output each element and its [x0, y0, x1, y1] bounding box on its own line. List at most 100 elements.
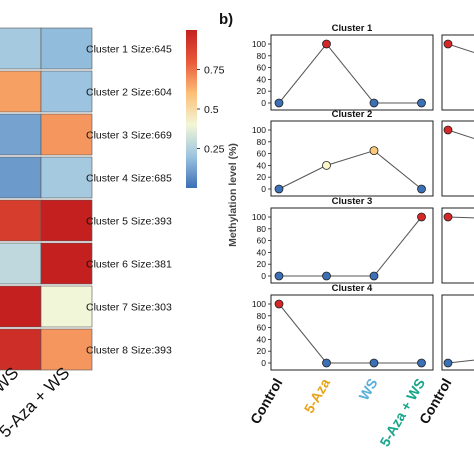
y-tick-label: 100: [252, 212, 266, 222]
data-point: [274, 98, 284, 108]
series-line-partial: [447, 43, 474, 54]
y-tick-label: 80: [257, 224, 267, 234]
y-axis-label: Methylation level (%): [227, 143, 239, 247]
x-category-label: Control: [247, 376, 286, 427]
heatmap-panel: Cluster 1 Size:645 Cluster 2 Size:604 Clus…: [0, 27, 172, 441]
plot-frame-partial: [441, 120, 474, 197]
heatmap-cell: [40, 156, 93, 199]
series-line-partial: [447, 129, 474, 140]
data-point: [417, 184, 426, 194]
heatmap-row-label: Cluster 3 Size:669: [86, 130, 172, 142]
plot-frame: [270, 34, 434, 111]
heatmap-row-label: Cluster 7 Size:303: [86, 302, 172, 314]
y-tick-label: 80: [257, 311, 267, 321]
y-tick-label: 100: [252, 299, 266, 309]
series-line-partial: [447, 359, 474, 364]
heatmap-cell: [40, 27, 93, 70]
y-tick-label: 20: [257, 172, 267, 182]
data-point-partial: [443, 212, 453, 222]
colorbar-tick-label: 0.75: [204, 65, 225, 77]
heatmap-cell: [40, 328, 93, 371]
data-point: [369, 146, 379, 156]
plot-frame-partial: [441, 34, 474, 111]
panel-title: Cluster 3: [332, 196, 373, 207]
y-tick-label: 40: [257, 74, 267, 84]
panel-label-b: b): [219, 11, 233, 28]
data-point: [369, 358, 379, 368]
series-line: [279, 216, 422, 277]
heatmap-cell: [40, 285, 93, 328]
data-point: [274, 299, 284, 309]
heatmap-row-label: Cluster 6 Size:381: [86, 259, 172, 271]
heatmap-row-label: Cluster 4 Size:685: [86, 173, 172, 185]
data-point: [274, 184, 284, 194]
y-tick-label: 0: [261, 184, 266, 194]
heatmap-cell: [40, 242, 93, 285]
data-point: [322, 358, 331, 368]
heatmap-row-label: Cluster 5 Size:393: [86, 216, 172, 228]
plot-frame: [270, 294, 434, 371]
y-tick-label: 0: [261, 358, 266, 368]
series-line: [278, 303, 422, 364]
series-line: [278, 43, 422, 104]
heatmap-row-label: Cluster 1 Size:645: [86, 44, 172, 56]
y-tick-label: 60: [257, 63, 267, 73]
colorbar: 0.75 0.5 0.25: [186, 30, 225, 188]
data-point: [417, 358, 426, 368]
y-tick-label: 20: [257, 86, 267, 96]
y-tick-label: 80: [257, 137, 267, 147]
data-point: [274, 271, 284, 281]
y-tick-label: 40: [257, 247, 267, 257]
heatmap-row-label: Cluster 8 Size:393: [86, 345, 172, 357]
series-line: [278, 150, 422, 190]
y-tick-label: 60: [257, 149, 267, 159]
x-category-label: WS: [355, 376, 380, 404]
data-point-partial: [443, 358, 453, 368]
data-point: [322, 39, 331, 49]
heatmap-cell: [0, 242, 42, 285]
heatmap-cell: [0, 328, 42, 371]
heatmap-cell: [0, 285, 42, 328]
plot-frame: [270, 207, 434, 284]
y-tick-label: 100: [252, 125, 266, 135]
colorbar-tick-label: 0.5: [204, 104, 219, 116]
y-tick-label: 60: [257, 323, 267, 333]
plot-frame: [270, 120, 434, 197]
heatmap-cell: [0, 156, 42, 199]
plot-frame-partial: [441, 294, 474, 371]
y-tick-label: 20: [257, 346, 267, 356]
panel-title: Cluster 2: [332, 109, 373, 120]
x-category-label: 5-Aza: [301, 375, 334, 416]
y-tick-label: 0: [261, 98, 266, 108]
data-point: [417, 212, 426, 222]
heatmap-cell: [40, 113, 93, 156]
data-point: [417, 98, 426, 108]
heatmap-cell: [40, 199, 93, 242]
panel-title: Cluster 4: [332, 283, 373, 294]
y-tick-label: 20: [257, 259, 267, 269]
y-tick-label: 40: [257, 334, 267, 344]
series-line-partial: [447, 216, 474, 219]
heatmap-row-label: Cluster 2 Size:604: [86, 87, 172, 99]
y-tick-label: 40: [257, 160, 267, 170]
data-point-partial: [443, 125, 453, 135]
y-tick-label: 0: [261, 271, 266, 281]
heatmap-cell: [0, 199, 42, 242]
data-point: [369, 271, 379, 281]
heatmap-cell: [40, 70, 93, 113]
colorbar-tick-label: 0.25: [204, 144, 225, 156]
data-point: [369, 98, 379, 108]
heatmap-cell: [0, 113, 42, 156]
data-point-partial: [443, 39, 453, 49]
panel-title: Cluster 1: [332, 23, 373, 34]
y-tick-label: 60: [257, 236, 267, 246]
y-tick-label: 80: [257, 51, 267, 61]
y-tick-label: 100: [252, 39, 266, 49]
colorbar-gradient: [186, 30, 197, 188]
heatmap-cell: [0, 70, 42, 113]
plot-frame-partial: [441, 207, 474, 284]
data-point: [322, 160, 331, 170]
